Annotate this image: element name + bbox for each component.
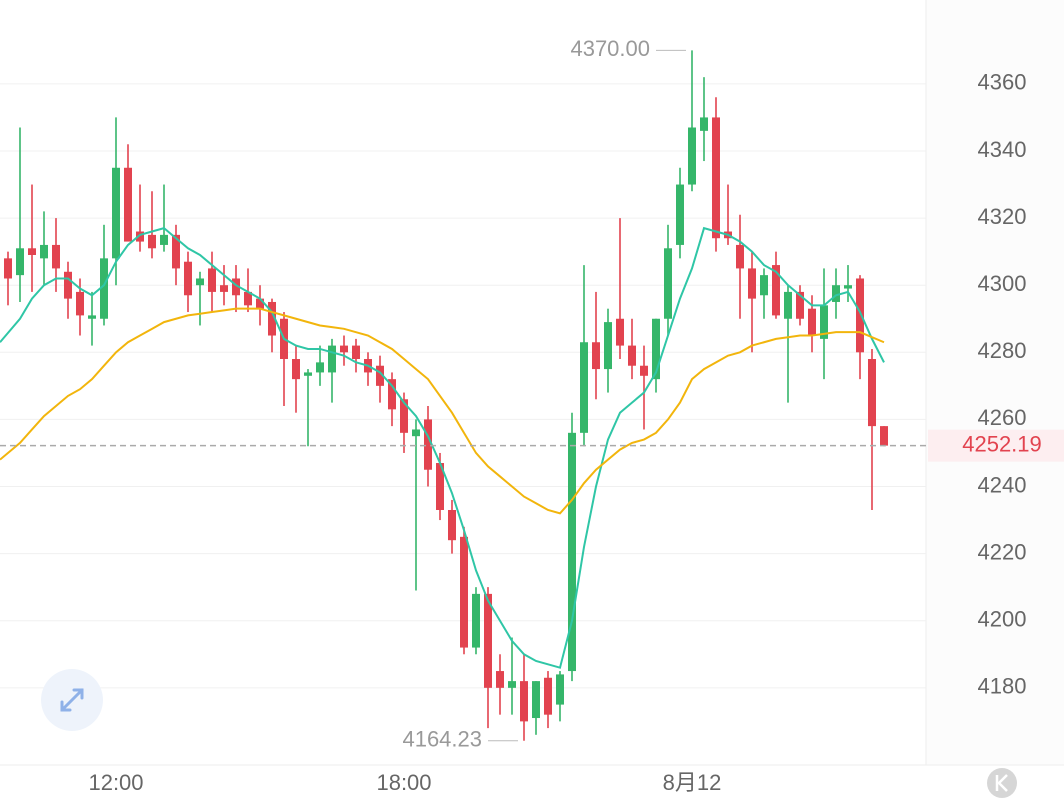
candle-body [712,117,720,239]
candle-body [268,301,276,336]
candle-body [88,315,96,319]
candle-body [508,681,516,688]
high-label: 4370.00 [570,36,650,61]
candle-body [640,365,648,376]
candle-body [340,345,348,353]
y-tick-label: 4360 [978,70,1027,95]
candle-body [244,291,252,306]
candle-body [460,536,468,648]
candle-body [76,291,84,316]
candle-body [820,305,828,339]
candle-body [160,234,168,245]
k-circle[interactable] [987,768,1017,798]
candle-body [304,372,312,376]
x-tick-label: 18:00 [376,770,431,795]
candle-body [844,285,852,289]
candle-body [868,359,876,427]
candle-body [556,674,564,705]
last-price-box [928,429,1064,462]
y-tick-label: 4280 [978,338,1027,363]
ma-line [0,226,885,669]
candle-body [172,234,180,269]
candle-body [28,248,36,255]
candle-body [292,359,300,380]
candle-body [136,231,144,242]
candle-body [112,167,120,259]
candle-body [100,258,108,319]
y-tick-label: 4200 [978,607,1027,632]
candle-body [688,127,696,185]
k-button[interactable] [987,768,1017,798]
candle-body [496,671,504,688]
ma-line [0,307,885,515]
candle-body [124,167,132,242]
candle-body [424,419,432,470]
candle-body [676,184,684,245]
candle-body [484,593,492,688]
candle-body [64,271,72,299]
y-tick-label: 4180 [978,674,1027,699]
candle-body [220,285,228,292]
candle-body [748,268,756,299]
candle-body [52,244,60,269]
candle-body [616,318,624,346]
expand-icon[interactable] [60,688,84,712]
candle-body [580,342,588,433]
y-tick-label: 4340 [978,137,1027,162]
candle-body [4,258,12,279]
candle-body [796,291,804,319]
candle-body [628,345,636,366]
candle-body [256,298,264,309]
expand-button[interactable] [41,669,103,731]
candle-body [520,681,528,722]
candle-body [196,278,204,286]
candle-body [832,285,840,302]
candle-body [700,117,708,131]
candle-body [316,362,324,373]
candle-body [184,261,192,296]
plot-area: 4180 4200 4220 4240 4260 4280 4300 4320 4340 4360… [0,50,1027,795]
low-label: 4164.23 [402,727,482,752]
candle-body [400,399,408,433]
candle-body [592,342,600,370]
candle-body [412,429,420,437]
candle-body [784,291,792,319]
candle-body [148,234,156,249]
last-price-label: 4252.19 [962,431,1042,456]
candle-body [664,248,672,319]
y-tick-label: 4240 [978,472,1027,497]
candle-body [568,432,576,672]
candle-body [772,265,780,316]
k-icon[interactable] [995,774,1008,792]
candle-body [532,681,540,719]
y-tick-label: 4220 [978,539,1027,564]
candle-body [16,248,24,276]
y-tick-label: 4320 [978,204,1027,229]
candle-body [472,593,480,648]
candle-body [232,278,240,296]
candle-body [760,275,768,296]
x-tick-label: 12:00 [88,770,143,795]
candle-body [604,322,612,370]
candle-body [208,268,216,292]
candle-body [544,677,552,715]
candle-body [808,308,816,336]
candle-body [40,244,48,259]
candle-body [352,345,360,360]
x-tick-label: 8月12 [663,770,722,795]
candle-body [448,510,456,541]
candle-body [376,365,384,386]
candle-body [880,426,888,446]
candle-body [856,278,864,353]
axis-panel [926,0,1064,765]
candle-body [652,318,660,380]
candle-body [388,379,396,410]
candle-body [736,244,744,269]
candle-body [436,463,444,510]
y-tick-label: 4300 [978,271,1027,296]
candle-body [328,345,336,373]
y-tick-label: 4260 [978,405,1027,430]
